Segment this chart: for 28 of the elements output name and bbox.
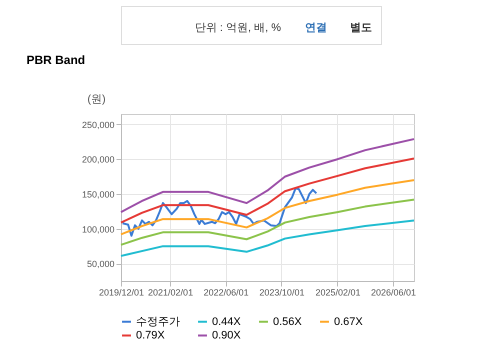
line-series [120, 138, 415, 214]
x-tick-label: 2019/12/01 [98, 288, 144, 298]
y-tick-label: 50,000 [86, 259, 114, 270]
text: 단위 : 억원, 배, % [194, 22, 282, 34]
y-tick-label: 250,000 [82, 120, 114, 130]
text: 별도 [350, 22, 372, 34]
x-tick-label: 2022/06/01 [204, 288, 249, 298]
x-tick-label: 2025/02/01 [315, 288, 360, 298]
line-series [120, 219, 415, 257]
legend-label: 0.56X [273, 316, 302, 328]
line-series [120, 198, 415, 246]
x-tick-label: 2026/06/01 [371, 288, 416, 298]
line-series [120, 179, 415, 236]
y-axis-title: (원) [87, 94, 106, 106]
x-tick-label: 2023/10/01 [259, 288, 304, 298]
y-tick-label: 100,000 [82, 224, 114, 234]
y-tick-label: 150,000 [82, 190, 114, 200]
legend-label: 0.44X [212, 316, 242, 328]
legend-label: 수정주가 [136, 316, 180, 328]
x-tick-label: 2021/02/01 [148, 288, 194, 298]
legend-label: 0.90X [212, 330, 242, 342]
y-tick-label: 200,000 [82, 154, 114, 165]
text: 연결 [305, 22, 327, 34]
chart-title: PBR Band [26, 53, 86, 67]
line-series [122, 187, 318, 237]
legend-label: 0.79X [136, 330, 166, 342]
line-series [120, 158, 415, 224]
legend-label: 0.67X [334, 316, 364, 328]
